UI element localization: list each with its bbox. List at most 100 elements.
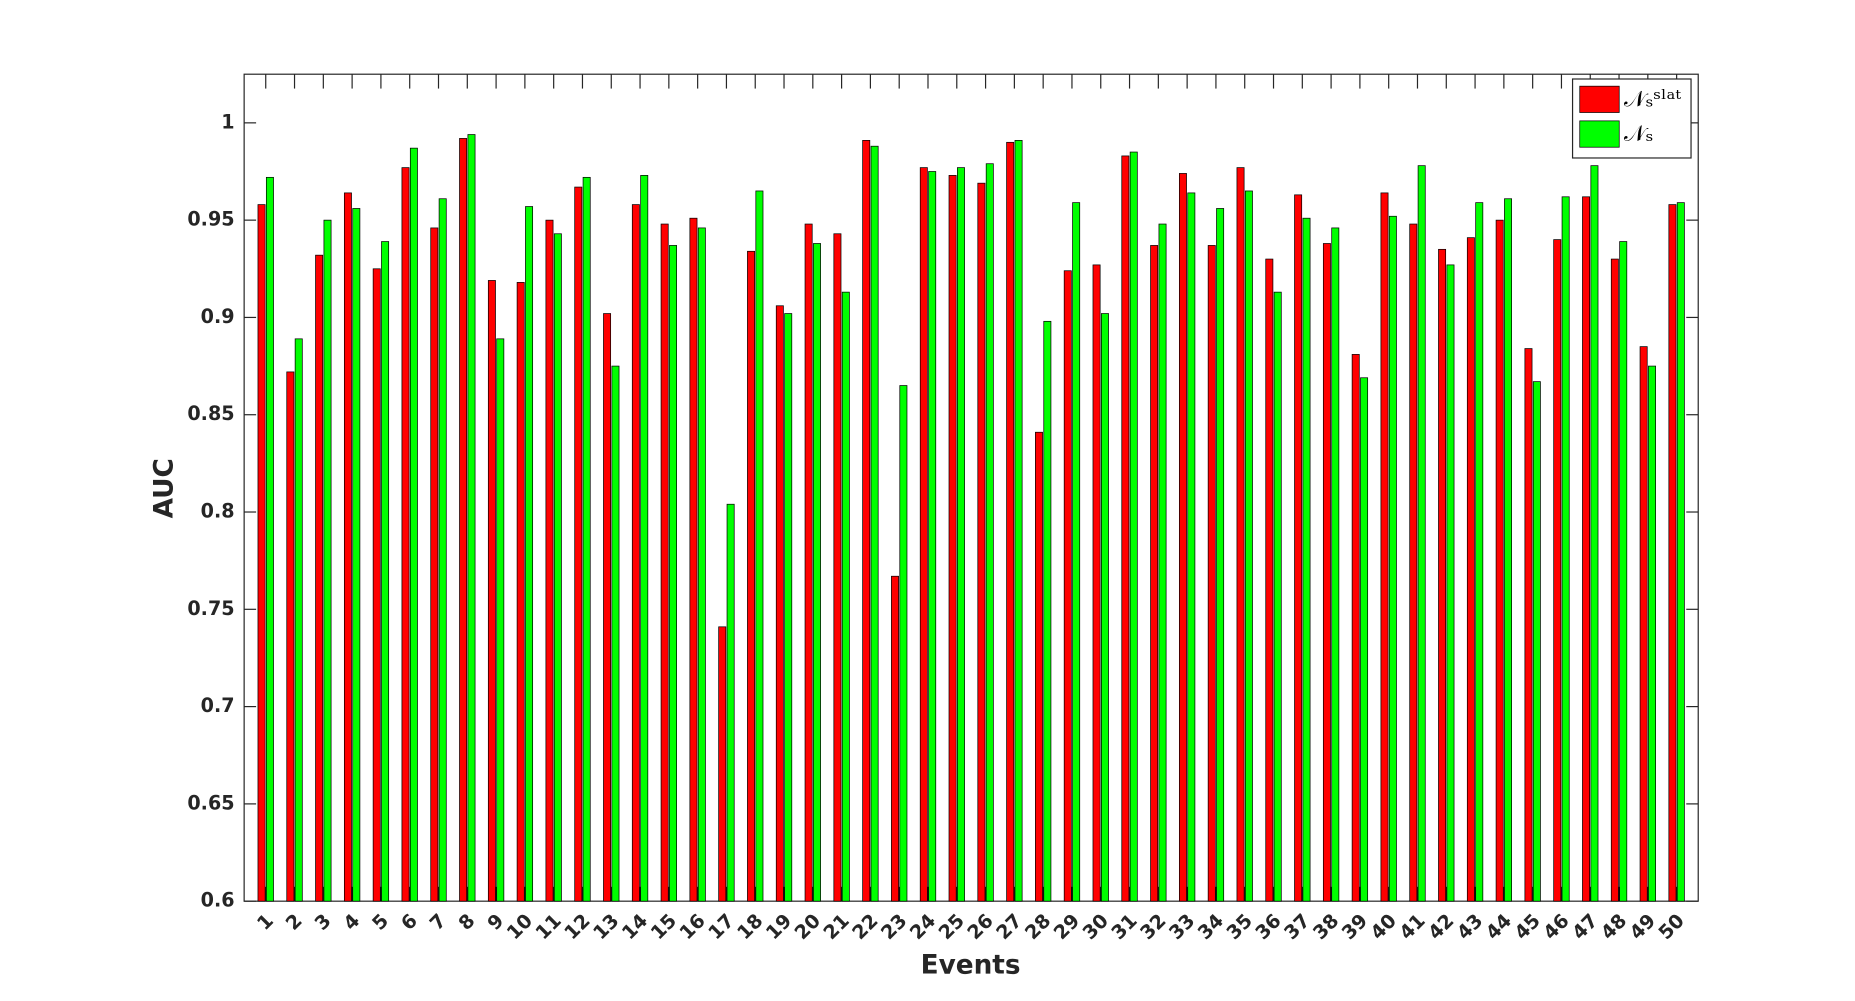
bar bbox=[928, 171, 937, 902]
bar bbox=[1582, 196, 1591, 902]
bar bbox=[775, 305, 784, 902]
bar bbox=[1035, 431, 1043, 902]
bar bbox=[1014, 140, 1023, 902]
bar bbox=[315, 254, 324, 902]
bar bbox=[697, 227, 706, 902]
bar bbox=[1244, 190, 1253, 902]
bar bbox=[352, 208, 361, 902]
bar bbox=[1475, 202, 1484, 902]
bar bbox=[1438, 248, 1447, 902]
bar bbox=[1417, 165, 1426, 902]
bar bbox=[496, 338, 505, 902]
y-tick-label: 0.8 bbox=[201, 500, 235, 523]
bar bbox=[1610, 258, 1619, 902]
bar bbox=[1619, 241, 1628, 902]
bar bbox=[265, 176, 274, 902]
bar bbox=[1676, 202, 1685, 902]
y-axis-label: AUC bbox=[150, 458, 180, 518]
bar bbox=[574, 186, 583, 902]
bar bbox=[755, 190, 764, 902]
bar bbox=[409, 147, 418, 902]
bar bbox=[1150, 245, 1159, 902]
bar bbox=[1072, 202, 1081, 902]
bar bbox=[257, 204, 266, 902]
bar bbox=[784, 313, 793, 902]
legend-label: 𝒩ₛ bbox=[1624, 121, 1653, 147]
bar bbox=[660, 223, 669, 902]
bar bbox=[487, 280, 496, 902]
x-tick-label: 1 bbox=[252, 909, 278, 935]
bar bbox=[438, 198, 447, 902]
bar bbox=[919, 167, 928, 902]
bar bbox=[1351, 354, 1360, 902]
x-tick-label: 3 bbox=[310, 909, 336, 935]
bar bbox=[1216, 208, 1225, 902]
bar bbox=[516, 282, 525, 902]
bar bbox=[640, 175, 649, 902]
bar bbox=[1006, 141, 1015, 902]
bar bbox=[525, 206, 534, 902]
x-tick-label: 6 bbox=[396, 909, 422, 935]
plot-area bbox=[243, 73, 1699, 902]
bar bbox=[1322, 243, 1331, 902]
bar bbox=[1561, 196, 1570, 902]
y-tick-label: 0.75 bbox=[187, 597, 234, 620]
bar bbox=[1639, 346, 1648, 902]
bar bbox=[1409, 223, 1418, 902]
bar bbox=[1063, 270, 1072, 902]
bar bbox=[1524, 348, 1533, 902]
y-tick-label: 0.95 bbox=[187, 208, 234, 231]
bar bbox=[669, 245, 677, 902]
bar bbox=[1380, 192, 1389, 902]
bar bbox=[1158, 223, 1167, 902]
bar bbox=[985, 163, 994, 902]
x-tick-label: 8 bbox=[454, 909, 480, 935]
bar bbox=[1302, 217, 1311, 902]
bar bbox=[689, 217, 698, 902]
bar bbox=[1129, 151, 1138, 902]
legend-swatch bbox=[1579, 85, 1620, 113]
bar bbox=[1495, 219, 1504, 902]
bar bbox=[1273, 291, 1282, 902]
bar bbox=[1178, 173, 1187, 902]
y-tick-label: 0.65 bbox=[187, 791, 234, 814]
bar bbox=[1553, 239, 1562, 902]
bar bbox=[899, 385, 908, 902]
bar bbox=[1532, 381, 1541, 902]
bar bbox=[553, 233, 562, 902]
bar bbox=[1668, 204, 1677, 902]
bar bbox=[841, 291, 850, 902]
bar bbox=[1092, 264, 1101, 902]
bar bbox=[286, 371, 295, 902]
bar bbox=[1360, 377, 1369, 902]
bar bbox=[603, 313, 612, 902]
bar bbox=[1294, 194, 1303, 902]
bar bbox=[870, 145, 879, 902]
x-tick-label: 5 bbox=[367, 909, 393, 935]
bar bbox=[1100, 313, 1109, 902]
bar bbox=[1388, 215, 1397, 902]
bar bbox=[467, 134, 476, 902]
bar bbox=[1466, 237, 1475, 902]
bar bbox=[718, 626, 727, 902]
legend-label: 𝒩ₛˢˡᵃᵗ bbox=[1624, 87, 1681, 113]
bar bbox=[1648, 365, 1656, 902]
bar bbox=[401, 167, 410, 902]
bar bbox=[1265, 258, 1274, 902]
bar bbox=[1446, 264, 1455, 902]
y-tick-label: 0.6 bbox=[201, 889, 235, 912]
bar bbox=[977, 182, 986, 902]
bar bbox=[1207, 245, 1216, 902]
bar bbox=[372, 268, 381, 902]
bar bbox=[862, 140, 871, 902]
bar bbox=[459, 138, 468, 902]
y-tick-label: 0.85 bbox=[187, 402, 234, 425]
bar bbox=[948, 175, 957, 902]
y-tick-label: 0.9 bbox=[201, 305, 235, 328]
x-tick-label: 7 bbox=[425, 909, 451, 935]
legend: 𝒩ₛˢˡᵃᵗ 𝒩ₛ bbox=[1571, 78, 1692, 159]
bar bbox=[891, 575, 899, 902]
bar bbox=[804, 223, 813, 902]
bar bbox=[957, 167, 965, 902]
